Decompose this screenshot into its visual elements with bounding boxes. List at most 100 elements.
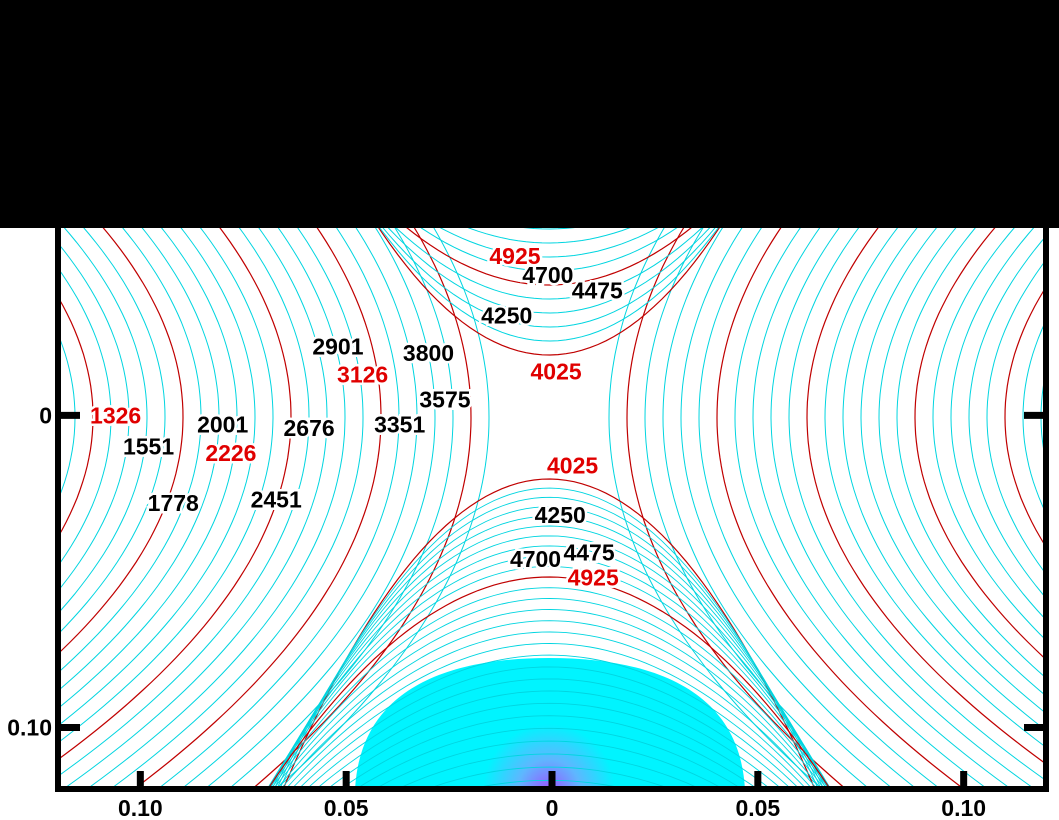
lower-contour-line <box>286 643 812 788</box>
upper-contour-line <box>467 228 631 244</box>
upper-contour-line <box>387 228 711 314</box>
right-contour-line <box>716 228 964 788</box>
lower-contour-line <box>279 487 819 788</box>
right-contour-line <box>950 228 1046 621</box>
upper-contour-line <box>523 228 575 230</box>
left-contour-line <box>58 228 202 674</box>
right-contour-line <box>608 228 822 788</box>
right-contour-line <box>680 228 917 788</box>
upper-contour-line <box>395 228 703 300</box>
left-contour-line <box>58 228 256 727</box>
lower-contour-line <box>274 506 824 788</box>
right-contour-line <box>752 228 1011 788</box>
contour-label: 4475 <box>563 540 614 566</box>
lower-contour-line <box>341 715 757 788</box>
lower-contour-line <box>270 525 828 788</box>
left-contour-line <box>87 228 346 788</box>
left-contour-line <box>58 228 148 615</box>
lower-contour-line <box>298 666 800 788</box>
contour-label: 2451 <box>251 487 302 513</box>
left-contour-line <box>58 228 238 710</box>
header-band <box>0 0 1059 228</box>
contour-label: 4025 <box>531 359 582 385</box>
lower-contour-line <box>271 598 827 788</box>
x-tick-label: 0.05 <box>324 795 369 820</box>
contour-label: 2901 <box>312 334 363 360</box>
left-contour-line <box>58 295 94 539</box>
lower-contour-line <box>375 740 723 788</box>
left-contour-line <box>58 242 130 592</box>
lower-contour-line <box>267 576 831 788</box>
contour-label: 4475 <box>572 277 623 303</box>
lower-contour-line <box>356 727 742 788</box>
right-contour-line <box>860 228 1046 714</box>
contour-label: 3800 <box>403 340 454 366</box>
x-tick-label: 0.10 <box>941 795 986 820</box>
contour-label: 4250 <box>535 502 586 528</box>
right-contour-line <box>986 259 1046 575</box>
x-tick-label: 0 <box>546 795 559 820</box>
left-contour-line <box>58 228 292 761</box>
lower-contour-line <box>267 566 831 788</box>
right-contour-line <box>1004 286 1046 549</box>
right-contour-line <box>626 228 846 788</box>
right-contour-line <box>932 228 1046 641</box>
lower-contour-line <box>328 702 770 788</box>
upper-contour-line <box>420 228 678 272</box>
left-contour-line <box>58 267 112 567</box>
contour-label: 3351 <box>374 412 425 438</box>
contour-label: 1551 <box>123 434 174 460</box>
left-contour-line <box>63 228 328 788</box>
right-contour-line <box>878 228 1046 697</box>
left-contour-line <box>111 228 364 788</box>
left-contour-line <box>158 228 400 788</box>
lower-contour-line <box>268 535 830 788</box>
right-contour-line <box>824 228 1046 748</box>
left-contour-line <box>58 228 184 655</box>
contour-label: 3575 <box>419 387 470 413</box>
contour-label: 4700 <box>522 262 573 288</box>
contour-label: 4700 <box>510 546 561 572</box>
lower-contour-line <box>277 620 821 788</box>
right-contour-line <box>662 228 893 788</box>
lower-contour-line <box>273 609 825 788</box>
left-contour-line <box>252 228 472 788</box>
right-contour-line <box>806 228 1046 765</box>
upper-contour-line <box>406 228 692 286</box>
contour-label: 3126 <box>337 362 388 388</box>
right-contour-line <box>1022 319 1046 515</box>
contour-label: 1326 <box>90 402 141 428</box>
contour-label: 2226 <box>205 440 256 466</box>
contour-label: 2676 <box>284 415 335 441</box>
right-contour-line <box>842 228 1046 732</box>
lower-contour-line <box>316 690 782 788</box>
contour-label: 4925 <box>568 565 619 591</box>
contour-label: 2001 <box>197 412 248 438</box>
right-contour-line <box>698 228 940 788</box>
lower-contour-line <box>267 555 831 788</box>
left-contour-line <box>58 228 220 692</box>
lower-contour-line <box>271 515 827 788</box>
contour-label: 4025 <box>547 452 598 478</box>
left-contour-line <box>134 228 382 788</box>
lower-contour-line <box>398 753 700 788</box>
left-contour-line <box>58 228 310 777</box>
left-contour-line <box>276 228 490 788</box>
x-tick-label: 0.05 <box>735 795 780 820</box>
left-contour-line <box>58 228 166 635</box>
right-contour-line <box>734 228 987 788</box>
left-contour-line <box>58 228 274 744</box>
upper-contour-line <box>439 228 659 258</box>
y-tick-label: 0.10 <box>7 715 52 741</box>
lower-contour-line <box>267 545 831 788</box>
upper-contour-line <box>379 228 719 342</box>
y-tick-label: 0 <box>39 402 52 428</box>
left-contour-line <box>181 228 418 788</box>
upper-contour-line <box>382 228 716 328</box>
lower-contour-line <box>281 631 817 788</box>
lower-contour-line <box>276 496 822 788</box>
right-contour-line <box>968 235 1046 599</box>
upper-contour-line <box>378 228 720 356</box>
